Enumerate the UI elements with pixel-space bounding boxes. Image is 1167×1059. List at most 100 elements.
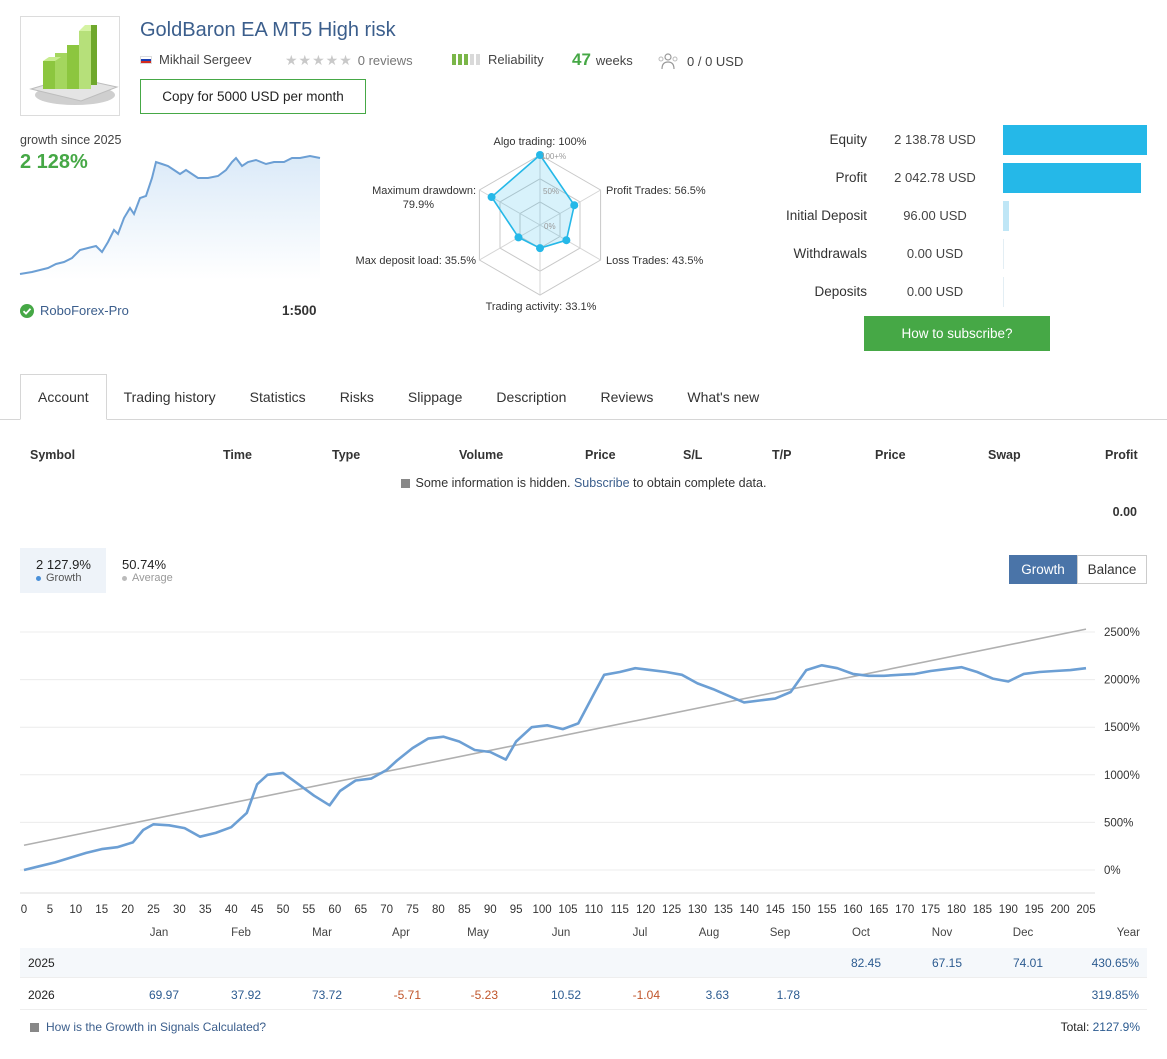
subscribers: 0 / 0 USD bbox=[657, 52, 743, 70]
year-row: 2025 82.45 67.15 74.01 430.65% bbox=[20, 948, 1147, 978]
stat-value: 96.00 USD bbox=[903, 208, 967, 223]
reviews[interactable]: ★★★★★ 0 reviews bbox=[285, 52, 413, 69]
growth-summary-box[interactable]: 2 127.9% Growth bbox=[20, 548, 106, 593]
subscribe-link[interactable]: Subscribe bbox=[573, 476, 630, 490]
tabs-divider bbox=[0, 419, 1167, 420]
x-tick-label: 85 bbox=[458, 904, 471, 916]
growth-total-value: 2 127.9% bbox=[36, 557, 91, 572]
x-tick-label: 145 bbox=[766, 904, 785, 916]
tab-trading-history[interactable]: Trading history bbox=[123, 389, 216, 405]
risk-radar-chart: 100+% 50% 0% Algo trading: 100% Profit T… bbox=[356, 136, 706, 313]
tab-what-s-new[interactable]: What's new bbox=[687, 389, 760, 405]
subscribers-value: 0 / 0 USD bbox=[687, 53, 744, 69]
copy-button[interactable]: Copy for 5000 USD per month bbox=[140, 79, 366, 114]
x-tick-label: 100 bbox=[532, 904, 551, 916]
radar-label-profit-trades: Profit Trades: 56.5% bbox=[606, 185, 706, 197]
tab-slippage[interactable]: Slippage bbox=[407, 389, 463, 405]
month-value-cell: 37.92 bbox=[230, 988, 261, 1002]
x-tick-label: 35 bbox=[199, 904, 212, 916]
author-name[interactable]: Mikhail Sergeev bbox=[159, 52, 252, 67]
month-header: Sep bbox=[769, 927, 791, 939]
hidden-info-note: Some information is hidden. Subscribe to… bbox=[0, 476, 1167, 490]
x-tick-label: 0 bbox=[21, 904, 27, 916]
x-tick-label: 65 bbox=[354, 904, 367, 916]
average-summary-box[interactable]: 50.74% Average bbox=[122, 548, 202, 593]
author[interactable]: Mikhail Sergeev bbox=[140, 52, 252, 67]
radar-label-deposit-load: Max deposit load: 35.5% bbox=[356, 255, 477, 267]
weeks: 47 weeks bbox=[572, 50, 633, 70]
balance-toggle-button[interactable]: Balance bbox=[1077, 555, 1147, 584]
subscribers-icon bbox=[658, 53, 678, 70]
tab-reviews[interactable]: Reviews bbox=[600, 389, 654, 405]
stat-value: 0.00 USD bbox=[906, 246, 964, 261]
month-value-cell: 74.01 bbox=[1012, 956, 1043, 970]
column-header: Volume bbox=[459, 448, 504, 462]
y-tick-label: 2000% bbox=[1104, 675, 1140, 687]
month-value-cell: 69.97 bbox=[148, 988, 179, 1002]
tab-account[interactable]: Account bbox=[20, 374, 107, 420]
year-total-cell: 430.65% bbox=[1091, 956, 1139, 970]
column-header: S/L bbox=[683, 448, 703, 462]
column-header: T/P bbox=[772, 448, 792, 462]
year-total-cell: 319.85% bbox=[1091, 988, 1139, 1002]
radar-label-drawdown: Maximum drawdown: bbox=[372, 185, 476, 197]
radar-label-activity: Trading activity: 33.1% bbox=[486, 301, 597, 313]
x-tick-label: 75 bbox=[406, 904, 419, 916]
tab-statistics[interactable]: Statistics bbox=[249, 389, 306, 405]
growth-dot-icon bbox=[36, 575, 41, 581]
year-row: 2026 69.97 37.92 73.72 -5.71 -5.23 10.52 -1.04 3… bbox=[20, 980, 1147, 1010]
x-tick-label: 180 bbox=[947, 904, 966, 916]
average-dot-icon bbox=[122, 575, 127, 581]
chart-x-ticks: 0 5 10 15 20 25 30 35 40 45 50 55 60 65 70 75 80 85 90 95 10… bbox=[21, 904, 1096, 916]
y-tick-label: 2500% bbox=[1104, 627, 1140, 639]
lock-icon bbox=[400, 479, 410, 488]
month-value-cell: 10.52 bbox=[550, 988, 581, 1002]
stat-bar bbox=[1003, 277, 1004, 307]
x-tick-label: 25 bbox=[147, 904, 160, 916]
x-tick-label: 155 bbox=[817, 904, 836, 916]
growth-chart: 0% 500% 1000% 1500% 2000% 2500% 0 5 10 15 20 25 30 3… bbox=[20, 627, 1140, 916]
column-header: Type bbox=[332, 448, 361, 462]
how-to-subscribe-button[interactable]: How to subscribe? bbox=[864, 316, 1050, 351]
x-tick-label: 115 bbox=[611, 904, 629, 916]
month-value-cell: -5.23 bbox=[470, 988, 498, 1002]
radar-axis-4 bbox=[479, 224, 541, 261]
broker-name[interactable]: RoboForex-Pro bbox=[40, 303, 129, 318]
month-value-cell: -1.04 bbox=[632, 988, 660, 1002]
y-tick-label: 1000% bbox=[1104, 770, 1140, 782]
year-cell: 2025 bbox=[28, 956, 55, 970]
stat-bar bbox=[1003, 201, 1010, 231]
month-header: May bbox=[467, 927, 489, 939]
x-tick-label: 40 bbox=[225, 904, 238, 916]
info-icon bbox=[30, 1022, 39, 1032]
growth-total: Total: 2127.9% bbox=[960, 1020, 1140, 1034]
growth-toggle-button[interactable]: Growth bbox=[1009, 555, 1077, 584]
page-title[interactable]: GoldBaron EA MT5 High risk bbox=[140, 19, 396, 41]
tab-risks[interactable]: Risks bbox=[339, 389, 374, 405]
column-header: Price bbox=[585, 448, 616, 462]
reviews-count[interactable]: 0 reviews bbox=[357, 53, 413, 68]
reliability-label: Reliability bbox=[488, 52, 544, 67]
weeks-label: weeks bbox=[595, 52, 633, 68]
x-tick-label: 195 bbox=[1025, 904, 1044, 916]
radar-point-3 bbox=[536, 244, 544, 253]
radar-point-2 bbox=[562, 236, 571, 245]
average-trend-line bbox=[23, 628, 1087, 847]
x-tick-label: 70 bbox=[380, 904, 393, 916]
x-tick-label: 200 bbox=[1051, 904, 1070, 916]
month-header: Jul bbox=[632, 927, 648, 939]
x-tick-label: 150 bbox=[791, 904, 810, 916]
broker-link[interactable]: RoboForex-Pro bbox=[20, 303, 129, 318]
month-header: Jun bbox=[551, 927, 571, 939]
x-tick-label: 125 bbox=[662, 904, 681, 916]
y-tick-label: 0% bbox=[1104, 865, 1121, 877]
radar-label-drawdown-value: 79.9% bbox=[403, 199, 434, 211]
growth-calculation-text[interactable]: How is the Growth in Signals Calculated? bbox=[46, 1020, 267, 1034]
verified-check-icon bbox=[20, 303, 34, 318]
tab-description[interactable]: Description bbox=[496, 389, 567, 405]
signal-logo bbox=[20, 16, 120, 116]
growth-calculation-link[interactable]: How is the Growth in Signals Calculated? bbox=[30, 1020, 266, 1034]
radar-point-0 bbox=[536, 151, 544, 159]
x-tick-label: 135 bbox=[714, 904, 733, 916]
radar-point-4 bbox=[514, 233, 523, 242]
